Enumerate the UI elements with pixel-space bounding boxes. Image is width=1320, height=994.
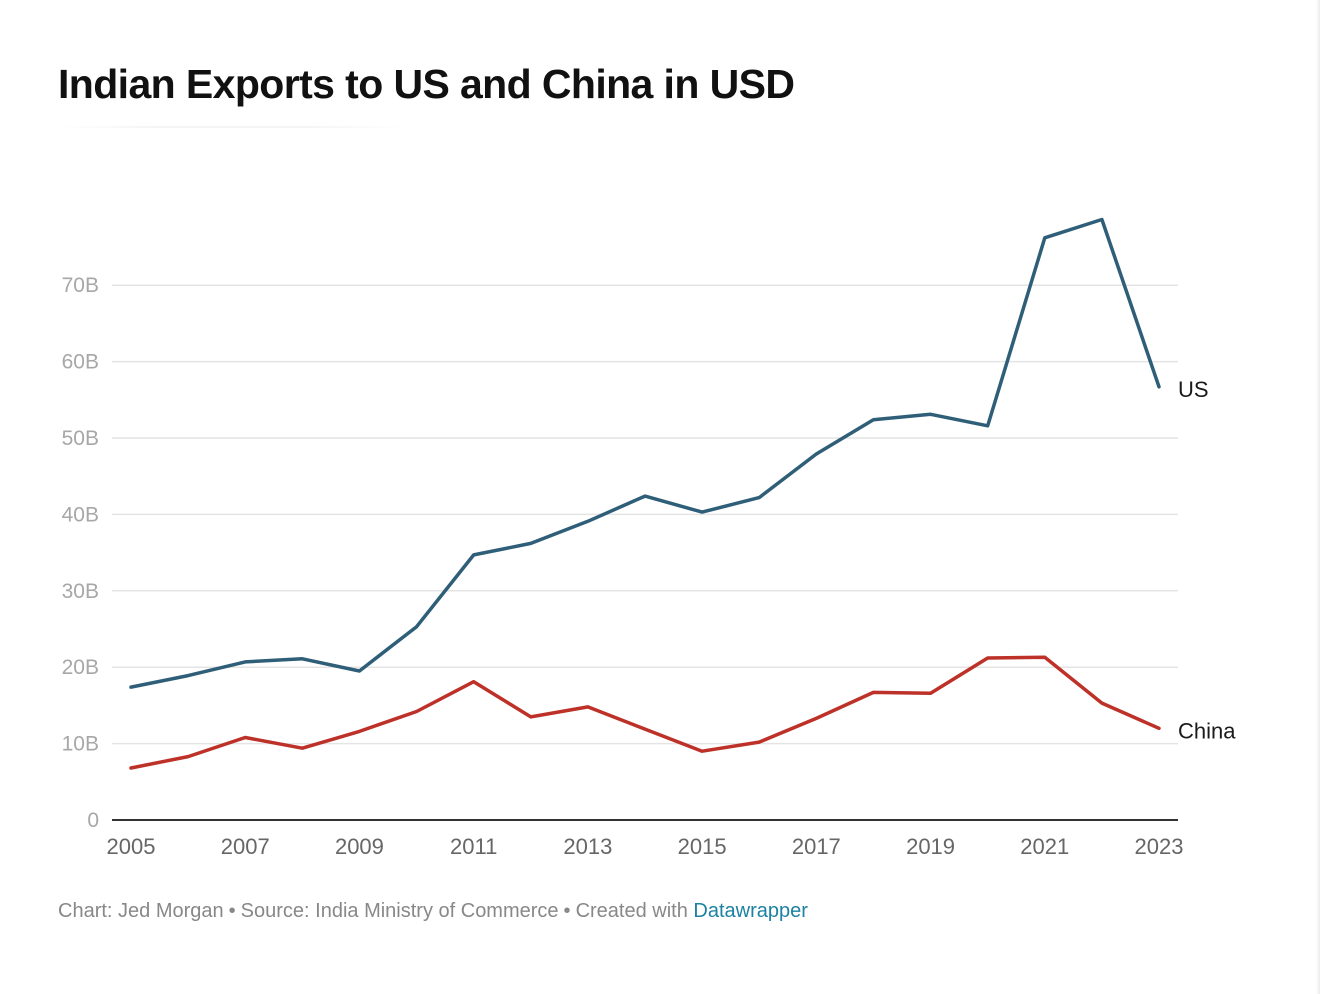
x-axis-tick-labels: 2005 2007 2009 2011 2013 2015 2017 2019 2021 2023 bbox=[107, 834, 1184, 859]
x-tick-label: 2009 bbox=[335, 834, 384, 859]
y-tick-label: 10B bbox=[62, 733, 99, 756]
chart-title: Indian Exports to US and China in USD bbox=[58, 61, 795, 107]
x-tick-label: 2013 bbox=[563, 834, 612, 859]
page-edge-shadow bbox=[1316, 0, 1320, 994]
y-tick-label: 60B bbox=[62, 351, 99, 374]
y-tick-label: 0 bbox=[87, 809, 99, 832]
series-label-us: US bbox=[1178, 377, 1209, 402]
chart-credit: Chart: Jed Morgan bbox=[58, 900, 224, 922]
x-tick-label: 2017 bbox=[792, 834, 841, 859]
chart-source: Source: India Ministry of Commerce bbox=[240, 900, 559, 922]
x-tick-label: 2011 bbox=[450, 834, 497, 859]
series-end-labels: US China bbox=[1178, 377, 1236, 744]
x-tick-label: 2015 bbox=[678, 834, 727, 859]
created-with-text: Created with bbox=[575, 900, 688, 922]
footer-separator: • bbox=[563, 900, 571, 922]
series-lines bbox=[129, 217, 1161, 770]
chart-footer: Chart: Jed Morgan • Source: India Ministry… bbox=[58, 900, 808, 923]
x-tick-label: 2019 bbox=[906, 834, 955, 859]
y-tick-label: 50B bbox=[62, 427, 99, 450]
y-tick-label: 70B bbox=[62, 274, 99, 297]
series-line-us bbox=[129, 217, 1161, 689]
x-tick-label: 2007 bbox=[221, 834, 270, 859]
x-tick-label: 2021 bbox=[1020, 834, 1069, 859]
series-label-china: China bbox=[1178, 718, 1236, 743]
x-tick-label: 2023 bbox=[1135, 834, 1184, 859]
y-tick-label: 40B bbox=[62, 503, 99, 526]
series-line-china bbox=[129, 655, 1161, 770]
y-axis-tick-labels: 0 10B 20B 30B 40B 50B 60B 70B bbox=[62, 274, 99, 832]
y-tick-label: 30B bbox=[62, 580, 99, 603]
y-tick-label: 20B bbox=[62, 656, 99, 679]
footer-separator: • bbox=[228, 900, 236, 922]
gridlines bbox=[112, 284, 1178, 745]
title-underline bbox=[58, 126, 403, 128]
x-tick-label: 2005 bbox=[107, 834, 156, 859]
datawrapper-link[interactable]: Datawrapper bbox=[693, 900, 808, 922]
